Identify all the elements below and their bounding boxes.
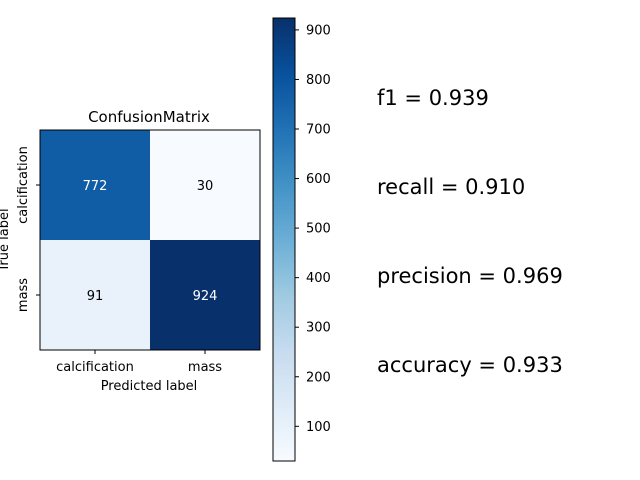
chart-title: ConfusionMatrix [88,108,210,126]
colorbar-tick-label: 400 [306,271,331,286]
matrix-plot: 772 30 91 924 calcification mass calcification… [16,129,261,375]
colorbar-tick-label: 800 [306,73,331,88]
colorbar-tick-label: 700 [306,122,331,137]
metric-f1: f1 = 0.939 [377,86,489,110]
metric-precision: precision = 0.969 [377,264,563,288]
colorbar-tick-label: 600 [306,172,331,187]
y-tick-label: mass [16,278,31,312]
colorbar: 100 200 300 400 500 600 700 800 900 [272,17,331,462]
cell-value-label: 30 [197,179,214,194]
colorbar-tick-label: 300 [306,321,331,336]
x-axis-label: Predicted label [101,379,198,394]
y-tick-label: calcification [16,146,31,224]
cell-value-label: 924 [193,289,218,304]
cell-value-label: 772 [83,179,108,194]
x-tick-label: mass [188,360,222,375]
colorbar-tick-label: 500 [306,222,331,237]
colorbar-tick-label: 100 [306,420,331,435]
matrix-cell-0-0 [40,130,150,240]
matrix-cell-1-0 [40,240,150,350]
cell-value-label: 91 [87,289,104,304]
matrix-cell-1-1 [150,240,260,350]
x-tick-label: calcification [56,360,134,375]
colorbar-tick-label: 900 [306,23,331,38]
matrix-frame [39,129,261,351]
metric-recall: recall = 0.910 [377,175,526,199]
metric-accuracy: accuracy = 0.933 [377,353,563,377]
colorbar-gradient [272,17,296,462]
colorbar-tick-label: 200 [306,370,331,385]
y-axis-label: True label [0,208,12,272]
matrix-cell-0-1 [150,130,260,240]
